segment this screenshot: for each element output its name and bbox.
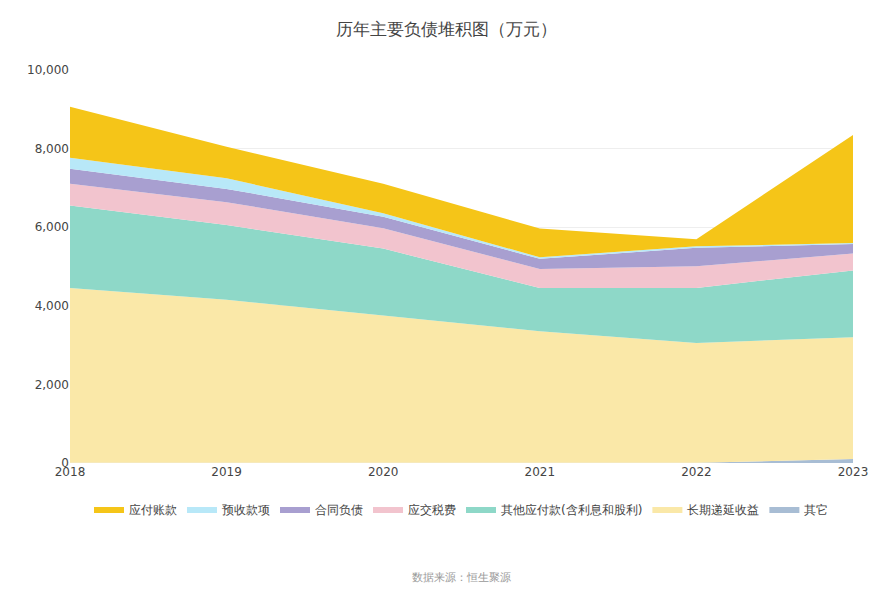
svg-text:2020: 2020 (368, 465, 399, 479)
svg-text:6,000: 6,000 (35, 220, 69, 234)
svg-text:预收款项: 预收款项 (222, 503, 270, 517)
svg-text:10,000: 10,000 (27, 63, 69, 77)
svg-text:2023: 2023 (838, 465, 869, 479)
svg-text:其他应付款(含利息和股利): 其他应付款(含利息和股利) (501, 503, 642, 517)
svg-text:2022: 2022 (681, 465, 712, 479)
svg-text:数据来源：恒生聚源: 数据来源：恒生聚源 (412, 571, 511, 584)
svg-text:2,000: 2,000 (35, 378, 69, 392)
svg-text:2021: 2021 (525, 465, 556, 479)
svg-text:历年主要负债堆积图（万元）: 历年主要负债堆积图（万元） (336, 19, 557, 39)
svg-text:8,000: 8,000 (35, 142, 69, 156)
svg-text:其它: 其它 (804, 503, 828, 517)
svg-text:合同负债: 合同负债 (315, 503, 363, 517)
svg-text:2019: 2019 (211, 465, 242, 479)
svg-text:2018: 2018 (55, 465, 86, 479)
svg-text:0: 0 (61, 456, 69, 470)
svg-text:应交税费: 应交税费 (408, 503, 456, 517)
svg-text:应付账款: 应付账款 (129, 503, 177, 517)
svg-text:长期递延收益: 长期递延收益 (687, 503, 759, 517)
svg-text:4,000: 4,000 (35, 299, 69, 313)
